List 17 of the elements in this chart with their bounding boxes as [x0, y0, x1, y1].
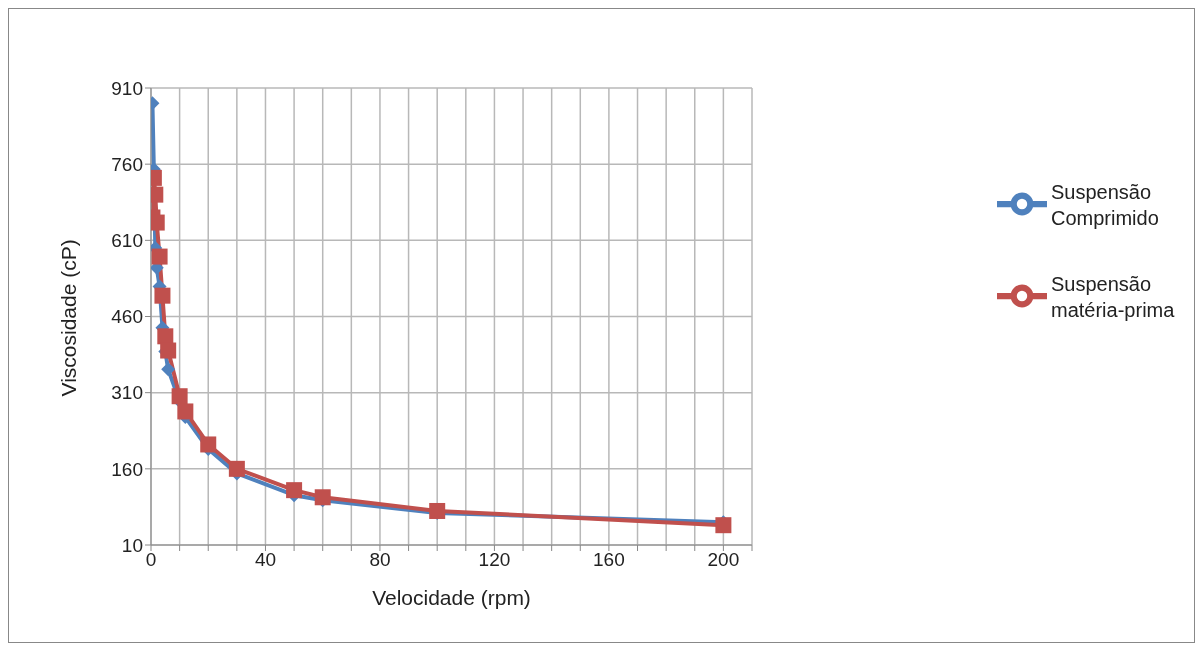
- y-tick-label: 760: [111, 153, 143, 175]
- y-tick-label: 910: [111, 77, 143, 99]
- legend-label: Suspensão Comprimido: [1051, 180, 1160, 231]
- y-tick-label: 310: [111, 382, 143, 404]
- x-tick-label: 80: [369, 549, 391, 571]
- x-axis-title: Velocidade (rpm): [372, 586, 531, 609]
- y-axis-title: Viscosidade (cP): [57, 239, 81, 397]
- y-tick-label: 10: [121, 534, 143, 556]
- x-tick-label: 200: [707, 549, 740, 571]
- x-tick-label: 40: [254, 549, 277, 571]
- y-tick-label: 460: [111, 306, 143, 328]
- y-tick-label: 610: [111, 230, 143, 252]
- legend-label: Suspensão matéria-prima: [1051, 272, 1176, 323]
- y-tick-label: 160: [111, 458, 143, 480]
- x-tick-label: 0: [145, 549, 157, 571]
- x-tick-label: 160: [593, 549, 625, 571]
- x-tick-label: 120: [478, 549, 511, 571]
